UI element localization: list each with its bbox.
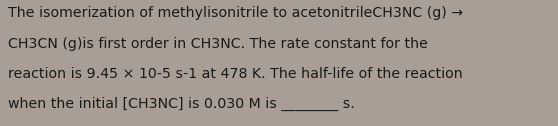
Text: reaction is 9.45 × 10-5 s-1 at 478 K. The half-life of the reaction: reaction is 9.45 × 10-5 s-1 at 478 K. Th… xyxy=(8,67,463,81)
Text: when the initial [CH3NC] is 0.030 M is ________ s.: when the initial [CH3NC] is 0.030 M is _… xyxy=(8,97,355,111)
Text: CH3CN (g)is first order in CH3NC. The rate constant for the: CH3CN (g)is first order in CH3NC. The ra… xyxy=(8,37,428,51)
Text: The isomerization of methylisonitrile to acetonitrileCH3NC (g) →: The isomerization of methylisonitrile to… xyxy=(8,6,464,20)
